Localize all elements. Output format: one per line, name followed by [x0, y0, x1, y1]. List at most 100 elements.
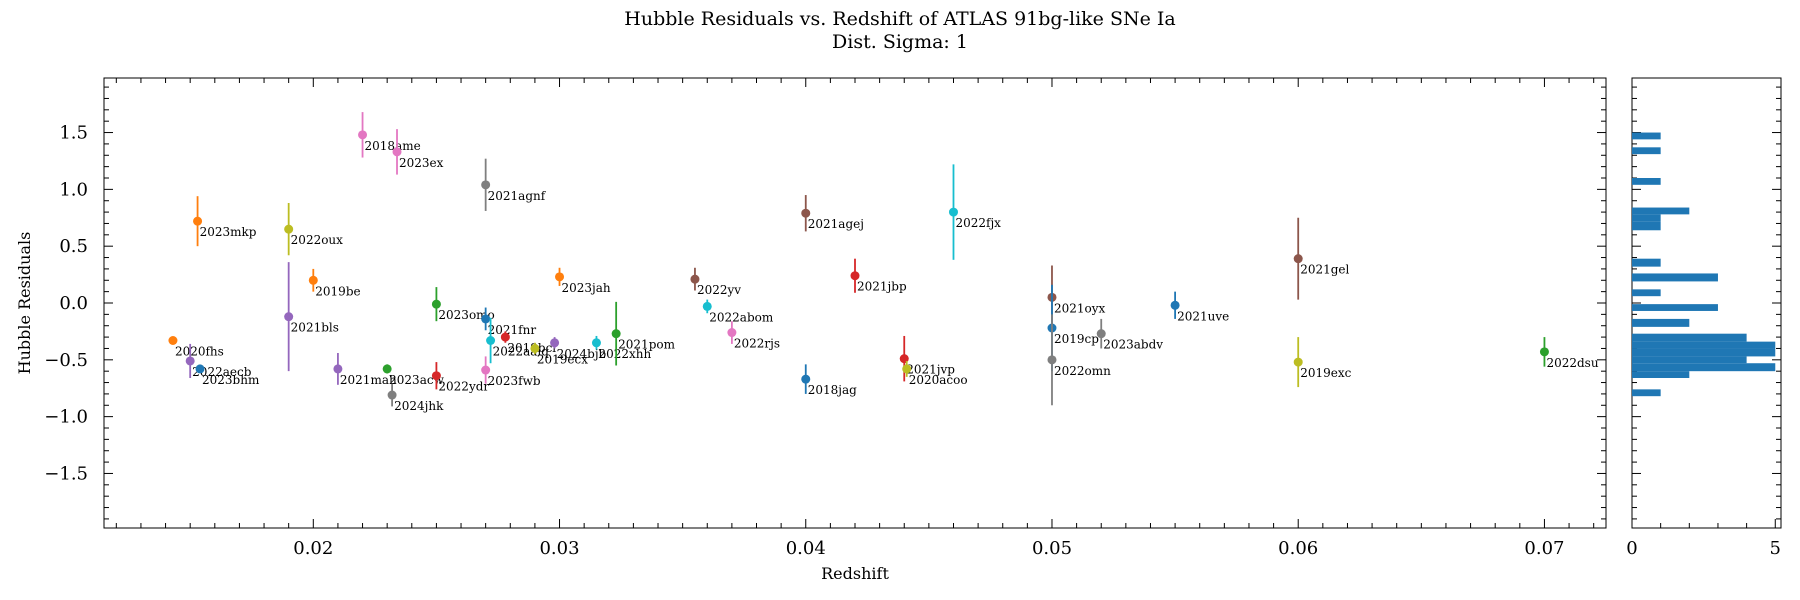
- x-tick-label: 0.07: [1524, 538, 1564, 559]
- data-marker: [481, 365, 491, 375]
- point-label: 2021uve: [1177, 309, 1229, 323]
- point-label: 2019exc: [1300, 366, 1351, 380]
- data-point-2018ame: 2018ame: [358, 112, 421, 158]
- data-marker: [899, 354, 909, 364]
- point-label: 2018jag: [808, 383, 857, 397]
- point-label: 2021jbp: [857, 280, 907, 294]
- histogram-bar: [1632, 356, 1747, 364]
- point-label: 2023omo: [438, 308, 494, 322]
- point-label: 2022omn: [1054, 364, 1111, 378]
- point-label: 2021pom: [618, 338, 675, 352]
- histogram-bar: [1632, 289, 1661, 297]
- data-marker: [801, 208, 811, 218]
- data-marker: [284, 312, 294, 322]
- data-point-2018jag: 2018jag: [801, 364, 857, 397]
- data-point-2021agnf: 2021agnf: [481, 158, 547, 211]
- histogram-bars: [1632, 132, 1776, 397]
- point-label: 2021mah: [340, 373, 397, 387]
- data-marker: [358, 130, 368, 140]
- data-point-2022fjx: 2022fjx: [948, 164, 1001, 260]
- data-marker: [727, 328, 737, 338]
- data-point-2023jah: 2023jah: [555, 267, 611, 295]
- point-label: 2021fnr: [488, 323, 537, 337]
- point-label: 2019be: [315, 284, 360, 298]
- point-label: 2020acoo: [909, 373, 968, 387]
- point-label: 2021gel: [1300, 263, 1349, 277]
- point-label: 2024jhk: [394, 399, 444, 413]
- data-marker: [392, 147, 402, 157]
- data-marker: [195, 364, 205, 374]
- data-point-2021uve: 2021uve: [1170, 291, 1229, 323]
- data-marker: [185, 356, 195, 366]
- data-marker: [333, 364, 343, 374]
- data-marker: [1170, 300, 1180, 310]
- data-marker: [1539, 347, 1549, 357]
- data-marker: [611, 329, 621, 339]
- data-point-2021mah: 2021mah: [333, 353, 397, 387]
- data-point-2019exc: 2019exc: [1293, 337, 1352, 388]
- histogram-bar: [1632, 341, 1776, 349]
- data-marker: [1096, 329, 1106, 339]
- data-marker: [1047, 355, 1057, 365]
- hist-x-tick-label: 0: [1626, 538, 1637, 559]
- data-point-2019ecx: 2019ecx: [530, 342, 588, 366]
- data-marker: [902, 364, 912, 374]
- x-tick-label: 0.06: [1278, 538, 1318, 559]
- data-marker: [850, 271, 860, 281]
- histogram-bar: [1632, 318, 1690, 327]
- x-axis-label: Redshift: [821, 564, 889, 583]
- data-point-2021bls: 2021bls: [284, 262, 339, 372]
- data-point-2023acw: 2023acw: [382, 364, 445, 387]
- data-point-2022dsu: 2022dsu: [1539, 337, 1599, 370]
- data-marker: [486, 336, 496, 345]
- point-label: 2023acw: [389, 373, 444, 387]
- data-point-2022ydr: 2022ydr: [431, 362, 489, 394]
- data-marker: [481, 314, 491, 324]
- y-tick-label: −1.0: [44, 407, 88, 428]
- point-label: 2019cp: [1054, 332, 1099, 346]
- data-marker: [1293, 357, 1303, 367]
- histogram-bar: [1632, 258, 1661, 267]
- data-point-2021gel: 2021gel: [1293, 217, 1350, 300]
- data-marker: [948, 207, 958, 217]
- data-marker: [382, 364, 392, 374]
- data-marker: [431, 371, 441, 381]
- point-label: 2018ame: [365, 139, 421, 153]
- point-label: 2023mkp: [200, 225, 257, 239]
- data-point-2020fhs: 2020fhs: [168, 336, 224, 359]
- hist-x-tick-label: 5: [1770, 538, 1781, 559]
- data-marker: [530, 343, 540, 353]
- main-axis-ticks: 0.02 0.03 0.04 0.05 0.06 0.07 −1.5 −1.0 −0.5 0.0 0…: [44, 78, 1781, 559]
- y-tick-label: 0.0: [59, 293, 88, 314]
- data-point-2022abom: 2022abom: [702, 299, 774, 324]
- point-label: 2022rjs: [734, 337, 780, 351]
- data-marker: [591, 338, 601, 348]
- data-marker: [284, 224, 294, 234]
- histogram-bar: [1632, 304, 1718, 311]
- point-label: 2023fwb: [488, 374, 541, 388]
- point-label: 2022fjx: [955, 216, 1001, 230]
- point-label: 2021agej: [808, 217, 864, 231]
- data-point-2019be: 2019be: [308, 268, 361, 298]
- data-point-2022xhh: 2022xhh: [591, 335, 651, 361]
- data-point-2024bjb: 2024bjb: [550, 337, 607, 361]
- y-tick-label: −1.5: [44, 463, 88, 484]
- data-point-2023ex: 2023ex: [392, 129, 444, 175]
- point-label: 2022dsu: [1546, 356, 1598, 370]
- data-marker: [500, 332, 510, 342]
- point-label: 2023bhm: [202, 373, 260, 387]
- point-label: 2024bjb: [557, 347, 607, 361]
- data-point-2022aecb: 2022aecb: [185, 343, 252, 379]
- point-label: 2019ecx: [537, 352, 588, 366]
- data-point-2021jbp: 2021jbp: [850, 258, 907, 294]
- histogram-bar: [1632, 363, 1776, 372]
- data-point-2024jhk: 2024jhk: [387, 383, 444, 413]
- data-point-2023fwb: 2023fwb: [481, 356, 541, 388]
- point-label: 2022aecb: [192, 365, 252, 379]
- point-label: 2022oux: [291, 233, 343, 247]
- data-marker: [168, 336, 178, 345]
- point-label: 2022xhh: [598, 347, 651, 361]
- main-plot-frame: [103, 77, 1607, 529]
